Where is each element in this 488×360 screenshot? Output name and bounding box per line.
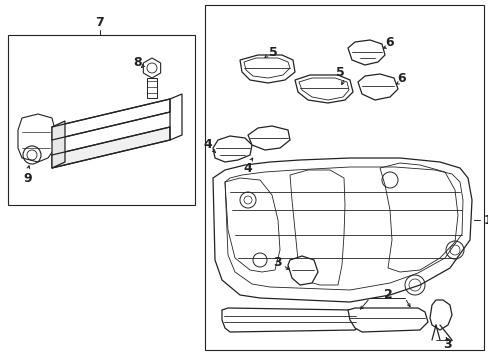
Polygon shape xyxy=(357,74,397,100)
Polygon shape xyxy=(347,40,384,65)
Polygon shape xyxy=(213,158,471,302)
Polygon shape xyxy=(247,126,289,150)
Text: 4: 4 xyxy=(203,139,212,152)
Text: 8: 8 xyxy=(133,57,142,69)
Text: 6: 6 xyxy=(397,72,406,85)
Polygon shape xyxy=(52,99,170,140)
Text: 2: 2 xyxy=(383,288,391,302)
Text: 7: 7 xyxy=(96,15,104,28)
Text: 9: 9 xyxy=(23,171,32,184)
Polygon shape xyxy=(52,121,65,168)
Text: 1: 1 xyxy=(483,213,488,226)
Text: 5: 5 xyxy=(335,67,344,80)
Polygon shape xyxy=(52,127,170,168)
Polygon shape xyxy=(8,35,195,205)
Text: 4: 4 xyxy=(243,162,252,175)
Polygon shape xyxy=(347,308,427,332)
Polygon shape xyxy=(287,256,317,285)
Polygon shape xyxy=(213,136,251,162)
Polygon shape xyxy=(204,5,483,350)
Polygon shape xyxy=(294,75,352,103)
Text: 3: 3 xyxy=(273,256,282,269)
Text: 5: 5 xyxy=(268,45,277,58)
Text: 6: 6 xyxy=(385,36,393,49)
Text: 3: 3 xyxy=(443,338,451,351)
Polygon shape xyxy=(222,308,359,332)
Polygon shape xyxy=(429,300,451,330)
Polygon shape xyxy=(240,55,294,83)
